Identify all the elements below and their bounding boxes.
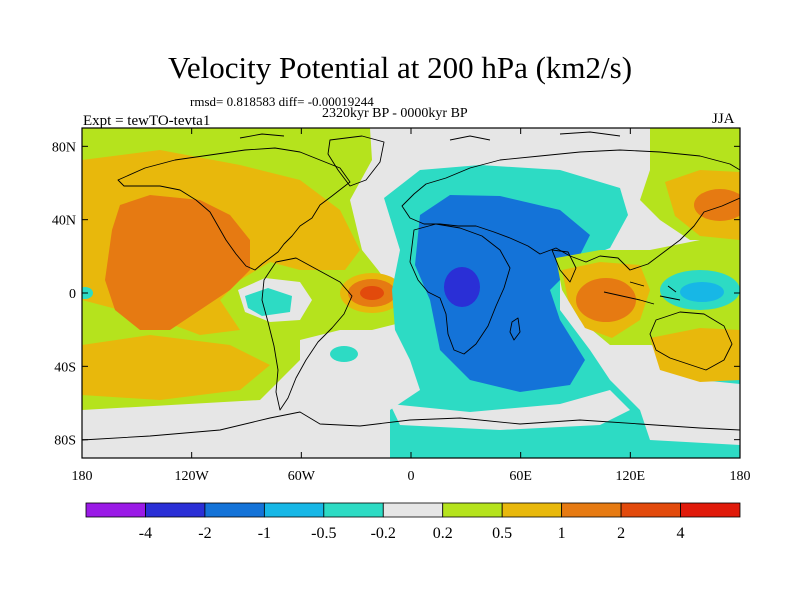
period-label: 2320kyr BP - 0000kyr BP [322, 106, 468, 121]
colorbar: -4 -2 -1 -0.5 -0.2 0.2 0.5 1 2 4 [85, 502, 741, 542]
field-dark-blue-africa [444, 267, 480, 307]
colorbar-swatch [442, 502, 503, 518]
colorbar-label: -2 [198, 525, 211, 542]
y-axis: 80N 40N 0 40S 80S [52, 140, 740, 449]
field-dark-orange-nw-pacific [694, 189, 740, 221]
colorbar-swatch [323, 502, 384, 518]
coast-eurasia [401, 149, 740, 271]
colorbar-label: -4 [139, 525, 152, 542]
coast-greenland [327, 135, 385, 187]
coastlines [82, 131, 748, 441]
field-orange-sw-pacific [650, 328, 740, 382]
colorbar-swatch [85, 502, 146, 518]
coast-south-america [261, 257, 353, 411]
x-tick-label: 120W [175, 469, 210, 484]
field-dark-orange-maritime [576, 278, 636, 322]
colorbar-swatch [561, 502, 622, 518]
coast-africa [409, 223, 511, 355]
colorbar-swatch [204, 502, 265, 518]
chart-title: Velocity Potential at 200 hPa (km2/s) [167, 50, 633, 85]
x-tick-label: 60W [288, 469, 316, 484]
field-red-atlantic [360, 286, 384, 300]
colorbar-label: -0.5 [311, 525, 336, 542]
y-tick-label: 0 [69, 287, 76, 302]
stats-line: rmsd= 0.818583 diff= -0.00019244 [190, 94, 374, 109]
coast-antarctica [82, 411, 740, 441]
field-gray-south-ocean [390, 390, 630, 430]
season-label: JJA [712, 111, 735, 127]
y-tick-label: 40S [54, 360, 76, 375]
colorbar-label: 1 [558, 525, 566, 542]
contour-field [82, 128, 740, 458]
field-blue-africa [415, 195, 590, 392]
x-tick-label: 180 [730, 469, 751, 484]
coast-new-zealand [742, 372, 748, 380]
field-cyan-america [245, 288, 292, 316]
colorbar-label: 0.5 [492, 525, 512, 542]
y-tick-label: 40N [52, 214, 76, 229]
colorbar-swatch [620, 502, 681, 518]
y-tick-label: 80N [52, 140, 76, 155]
x-tick-label: 0 [408, 469, 415, 484]
field-dark-orange-pacific [105, 195, 250, 330]
field-blue-west-pacific [680, 282, 724, 302]
x-tick-label: 180 [72, 469, 93, 484]
x-tick-label: 120E [616, 469, 646, 484]
coast-maritime [603, 281, 681, 305]
y-tick-label: 80S [54, 434, 76, 449]
colorbar-swatch [501, 502, 563, 518]
colorbar-swatch [680, 502, 741, 518]
field-orange-south-pacific [82, 335, 270, 400]
colorbar-swatch [145, 502, 206, 518]
colorbar-label: 0.2 [433, 525, 453, 542]
x-axis: 180 120W 60W 0 60E 120E 180 [72, 128, 751, 484]
colorbar-swatch [263, 502, 325, 518]
coast-madagascar [509, 317, 521, 341]
x-tick-label: 60E [509, 469, 532, 484]
colorbar-label: -1 [258, 525, 271, 542]
colorbar-label: 2 [617, 525, 625, 542]
coast-australia [649, 311, 733, 371]
colorbar-swatch [382, 502, 444, 518]
field-cyan-south-atlantic [330, 346, 358, 362]
colorbar-label: -0.2 [371, 525, 396, 542]
experiment-label: Expt = tewTO-tevta1 [83, 113, 211, 129]
coast-north-america [117, 147, 351, 271]
coast-india [551, 249, 577, 283]
colorbar-label: 4 [677, 525, 685, 542]
coast-arctic-islands [239, 131, 621, 141]
